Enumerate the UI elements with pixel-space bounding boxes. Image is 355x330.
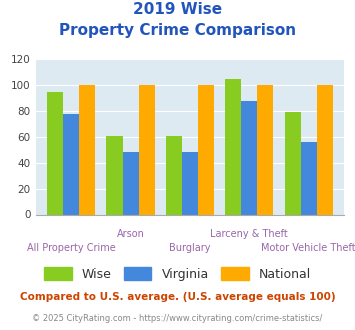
Legend: Wise, Virginia, National: Wise, Virginia, National — [39, 262, 316, 286]
Bar — [79, 85, 95, 214]
Text: Compared to U.S. average. (U.S. average equals 100): Compared to U.S. average. (U.S. average … — [20, 292, 335, 302]
Bar — [166, 136, 182, 214]
Text: Burglary: Burglary — [169, 243, 211, 252]
Bar — [182, 152, 198, 214]
Text: Property Crime Comparison: Property Crime Comparison — [59, 23, 296, 38]
Bar — [301, 142, 317, 214]
Text: © 2025 CityRating.com - https://www.cityrating.com/crime-statistics/: © 2025 CityRating.com - https://www.city… — [32, 314, 323, 323]
Bar — [225, 79, 241, 214]
Bar — [106, 136, 122, 214]
Text: Arson: Arson — [116, 229, 144, 239]
Bar — [138, 85, 154, 214]
Text: Larceny & Theft: Larceny & Theft — [211, 229, 288, 239]
Bar — [317, 85, 333, 214]
Text: Motor Vehicle Theft: Motor Vehicle Theft — [261, 243, 355, 252]
Bar — [285, 113, 301, 214]
Text: All Property Crime: All Property Crime — [27, 243, 115, 252]
Bar — [257, 85, 273, 214]
Bar — [122, 152, 138, 214]
Text: 2019 Wise: 2019 Wise — [133, 2, 222, 16]
Bar — [47, 92, 63, 214]
Bar — [198, 85, 214, 214]
Bar — [63, 114, 79, 214]
Bar — [241, 101, 257, 214]
